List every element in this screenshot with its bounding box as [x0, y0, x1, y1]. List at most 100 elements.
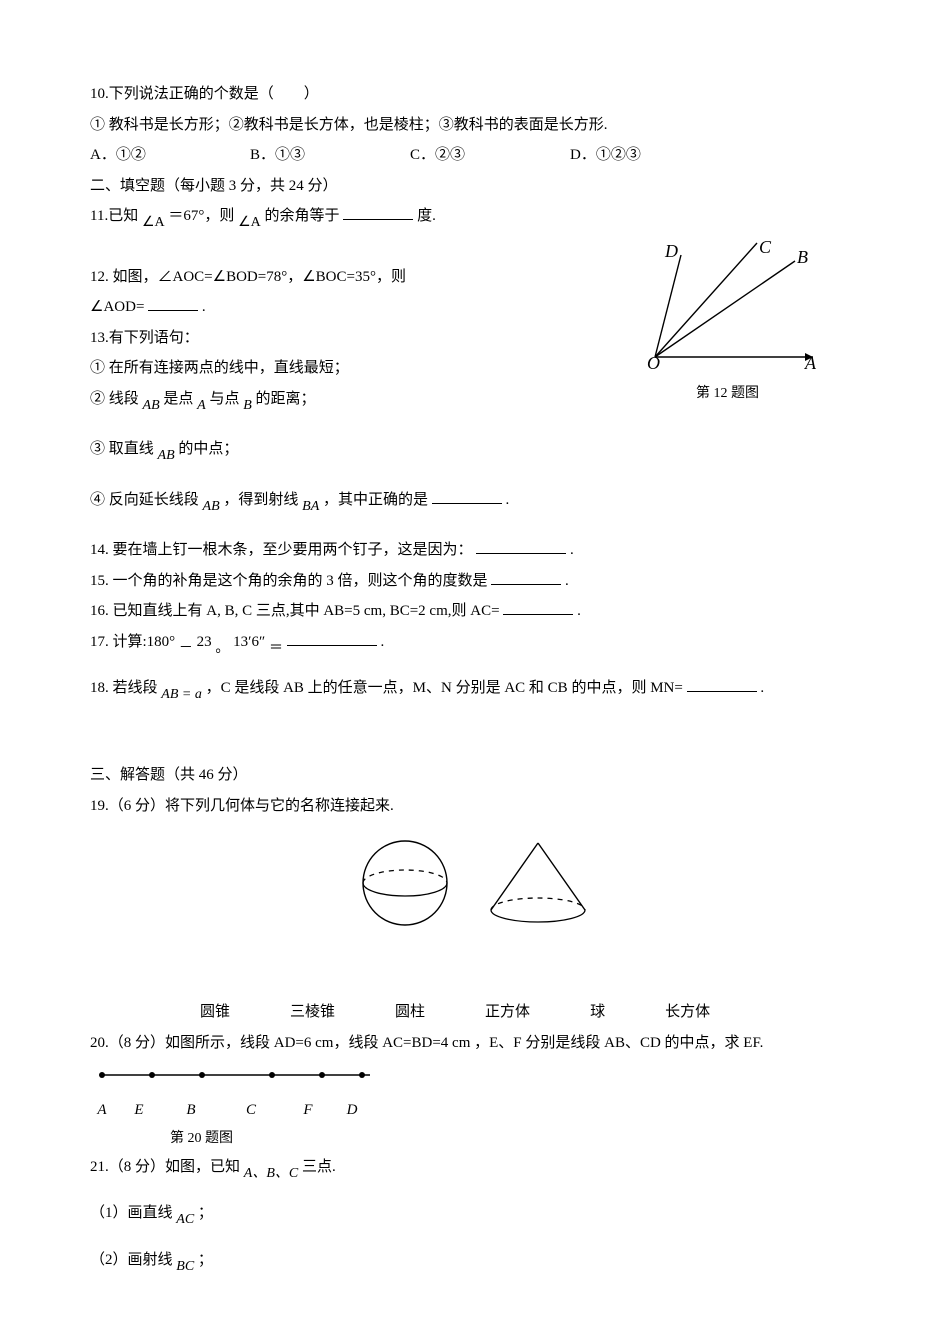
q21-2c: ；	[198, 1252, 213, 1268]
label-tri-pyramid: 三棱锥	[290, 998, 335, 1027]
q13-A: A	[197, 393, 206, 420]
sphere-icon	[358, 838, 453, 928]
q13-blank	[432, 489, 502, 504]
numberline-labels: A E B C F D	[90, 1096, 860, 1125]
q15a: 15. 一个角的补角是这个角的余角的 3 倍，则这个角的度数是	[90, 573, 488, 589]
q17dot: 。	[215, 636, 229, 663]
q17a: 17. 计算:180°	[90, 634, 175, 650]
q10-choice-b: B．①③	[250, 141, 410, 170]
q21-1b: AC	[176, 1207, 194, 1234]
q21-1c: ；	[198, 1205, 213, 1221]
q13-s2c: 与点	[209, 391, 239, 407]
q18: 18. 若线段 AB = a ，C 是线段 AB 上的任意一点，M、N 分别是 …	[90, 674, 860, 709]
q11: 11.已知 ∠A ＝67°，则 ∠A 的余角等于 度.	[90, 202, 860, 237]
q14: 14. 要在墙上钉一根木条，至少要用两个钉子，这是因为： .	[90, 536, 860, 565]
angle-a-1: ∠A	[142, 210, 165, 237]
q13-s2d: 的距离；	[256, 391, 316, 407]
q12-blank	[148, 296, 198, 311]
q11-mid1: ＝67°，则	[168, 208, 234, 224]
label-cuboid: 长方体	[665, 998, 710, 1027]
q13-B: B	[243, 393, 252, 420]
q18a: 18. 若线段	[90, 680, 158, 696]
q12-aod: ∠AOD=	[90, 299, 144, 315]
q14-blank	[476, 539, 566, 554]
nl-F: F	[284, 1096, 332, 1125]
figure-12: D C B O A 第 12 题图	[635, 239, 820, 408]
q14-end: .	[570, 542, 574, 558]
numberline-block: A E B C F D 第 20 题图	[90, 1065, 860, 1153]
q18b: ，C 是线段 AB 上的任意一点，M、N 分别是 AC 和 CB 的中点，则 M…	[206, 680, 683, 696]
q13-AB2: AB	[158, 443, 175, 470]
label-sphere: 球	[590, 998, 605, 1027]
q18c: .	[760, 680, 764, 696]
nl-C: C	[218, 1096, 284, 1125]
figure-20-caption: 第 20 题图	[170, 1126, 860, 1153]
q11-pre: 11.已知	[90, 208, 138, 224]
section-3-header: 三、解答题（共 46 分）	[90, 761, 860, 790]
q13-s3a: ③ 取直线	[90, 441, 154, 457]
q17-blank	[287, 631, 377, 646]
q15: 15. 一个角的补角是这个角的余角的 3 倍，则这个角的度数是 .	[90, 567, 860, 596]
q21-2a: （2）画射线	[90, 1252, 173, 1268]
q12-end: .	[202, 299, 206, 315]
q10-choices: A．①② B．①③ C．②③ D．①②③	[90, 141, 860, 170]
angle-a-2: ∠A	[238, 210, 261, 237]
label-o: O	[647, 353, 660, 369]
section-2-header: 二、填空题（每小题 3 分，共 24 分）	[90, 172, 860, 201]
q21c: 三点.	[302, 1159, 336, 1175]
label-b: B	[797, 247, 808, 267]
nl-B: B	[164, 1096, 218, 1125]
q13-s2b: 是点	[163, 391, 193, 407]
q10-choice-d: D．①②③	[570, 141, 730, 170]
q13-AB: AB	[143, 393, 160, 420]
q17: 17. 计算:180° － 23 。 13′6″ ＝ .	[90, 628, 860, 663]
shape-labels: 圆锥 三棱锥 圆柱 正方体 球 长方体	[90, 998, 860, 1027]
q17b: 23	[197, 634, 212, 650]
q17c: 13′6″	[233, 634, 265, 650]
figure-12-caption: 第 12 题图	[635, 381, 820, 408]
q11-post: 的余角等于	[265, 208, 340, 224]
q13-BA: BA	[302, 494, 319, 521]
q16: 16. 已知直线上有 A, B, C 三点,其中 AB=5 cm, BC=2 c…	[90, 597, 860, 626]
nl-D: D	[332, 1096, 372, 1125]
cone-icon	[483, 838, 593, 928]
q13-s3b: 的中点；	[178, 441, 238, 457]
q17minus: －	[179, 636, 193, 663]
q17eq: ＝	[269, 636, 283, 663]
q19: 19.（6 分）将下列几何体与它的名称连接起来.	[90, 792, 860, 821]
label-d: D	[664, 241, 678, 261]
q16b: .	[577, 603, 581, 619]
label-cube: 正方体	[485, 998, 530, 1027]
q16a: 16. 已知直线上有 A, B, C 三点,其中 AB=5 cm, BC=2 c…	[90, 603, 500, 619]
q11-blank	[343, 205, 413, 220]
q14-text: 14. 要在墙上钉一根木条，至少要用两个钉子，这是因为：	[90, 542, 473, 558]
q15-blank	[491, 570, 561, 585]
q21-1a: （1）画直线	[90, 1205, 173, 1221]
q11-unit: 度.	[417, 208, 436, 224]
q10-statements: ① 教科书是长方形；②教科书是长方体，也是棱柱；③教科书的表面是长方形.	[90, 111, 860, 140]
label-c: C	[759, 239, 772, 257]
q16-blank	[503, 600, 573, 615]
label-cone: 圆锥	[200, 998, 230, 1027]
angle-diagram-svg: D C B O A	[635, 239, 820, 369]
q21-2: （2）画射线 BC ；	[90, 1246, 860, 1281]
q13-s4a: ④ 反向延长线段	[90, 492, 199, 508]
label-a: A	[804, 353, 817, 369]
q17d: .	[380, 634, 384, 650]
q13-AB3: AB	[203, 494, 220, 521]
q20: 20.（8 分）如图所示，线段 AD=6 cm，线段 AC=BD=4 cm ，E…	[90, 1029, 860, 1058]
q13-s4: ④ 反向延长线段 AB ，得到射线 BA ，其中正确的是 .	[90, 486, 860, 521]
q13-s4c: .	[506, 492, 510, 508]
q13-s2a: ② 线段	[90, 391, 139, 407]
q10-choice-c: C．②③	[410, 141, 570, 170]
nl-A: A	[90, 1096, 114, 1125]
q21a: 21.（8 分）如图，已知	[90, 1159, 240, 1175]
q21-1: （1）画直线 AC ；	[90, 1199, 860, 1234]
label-cylinder: 圆柱	[395, 998, 425, 1027]
q21: 21.（8 分）如图，已知 A、B、C 三点.	[90, 1153, 860, 1188]
q13-s3: ③ 取直线 AB 的中点；	[90, 435, 860, 470]
nl-E: E	[114, 1096, 164, 1125]
q21-2b: BC	[176, 1254, 194, 1281]
sphere-cone-row	[90, 838, 860, 928]
q18-AB-eq: AB = a	[161, 682, 202, 709]
